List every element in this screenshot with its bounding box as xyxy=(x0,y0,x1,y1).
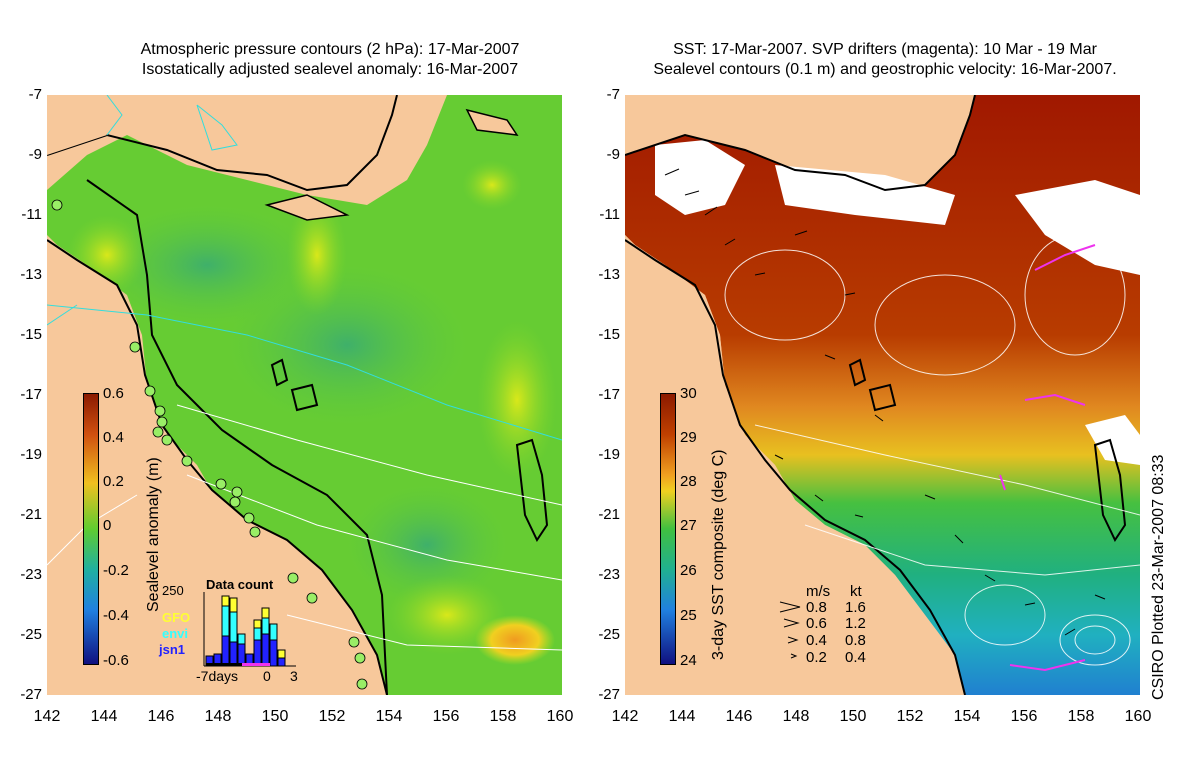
colorbar-tick: 27 xyxy=(680,517,697,534)
colorbar-tick: 26 xyxy=(680,562,697,579)
y-tick: -19 xyxy=(20,446,42,463)
y-tick: -23 xyxy=(598,566,620,583)
x-tick: 158 xyxy=(489,708,517,725)
x-tick: 144 xyxy=(668,708,696,725)
x-tick: 150 xyxy=(839,708,867,725)
velocity-arrows xyxy=(779,601,801,659)
sst-colorbar-title: 3-day SST composite (deg C) xyxy=(710,449,727,660)
y-tick: -27 xyxy=(20,686,42,703)
x-tick: 156 xyxy=(1010,708,1038,725)
colorbar-tick: 25 xyxy=(680,607,697,624)
x-tick: 146 xyxy=(725,708,753,725)
y-tick: -21 xyxy=(598,506,620,523)
sealevel-anomaly-map xyxy=(47,95,562,695)
x-tick: 144 xyxy=(90,708,118,725)
left-title-line1: Atmospheric pressure contours (2 hPa): 1… xyxy=(140,41,520,58)
x-tick: 148 xyxy=(782,708,810,725)
legend-gfo: GFO xyxy=(162,610,191,625)
y-tick: -13 xyxy=(598,266,620,283)
colorbar-tick: 24 xyxy=(680,652,697,669)
y-tick: -25 xyxy=(598,626,620,643)
y-tick: -19 xyxy=(598,446,620,463)
x-tick: 160 xyxy=(1124,708,1152,725)
x-tick: 146 xyxy=(147,708,175,725)
y-tick: -23 xyxy=(20,566,42,583)
legend-envi: envi xyxy=(162,626,189,641)
y-tick: -25 xyxy=(20,626,42,643)
y-tick: -17 xyxy=(598,386,620,403)
inset-x-end: 3 xyxy=(290,668,298,684)
legend-jsn1: jsn1 xyxy=(159,642,186,657)
colorbar-tick: 0.6 xyxy=(103,385,124,402)
inset-y-max: 250 xyxy=(162,583,184,598)
left-map-title: Atmospheric pressure contours (2 hPa): 1… xyxy=(60,40,600,80)
colorbar-tick: 30 xyxy=(680,385,697,402)
inset-x-zero: 0 xyxy=(263,668,271,684)
sealevel-colorbar-title: Sealevel anomaly (m) xyxy=(145,457,162,612)
inset-x-start: -7days xyxy=(196,668,239,684)
x-tick: 160 xyxy=(546,708,574,725)
x-tick: 152 xyxy=(318,708,346,725)
sst-colorbar xyxy=(660,393,676,665)
y-tick: -15 xyxy=(20,326,42,343)
x-tick: 158 xyxy=(1067,708,1095,725)
right-title-line1: SST: 17-Mar-2007. SVP drifters (magenta)… xyxy=(673,41,1097,58)
x-tick: 142 xyxy=(611,708,639,725)
colorbar-tick: 29 xyxy=(680,429,697,446)
x-tick: 156 xyxy=(432,708,460,725)
sst-map xyxy=(625,95,1140,695)
velocity-header-ms: m/s xyxy=(806,583,831,600)
y-tick: -9 xyxy=(606,146,620,163)
velocity-kt: 0.8 xyxy=(845,632,866,649)
right-map-title: SST: 17-Mar-2007. SVP drifters (magenta)… xyxy=(600,40,1170,80)
velocity-kt: 1.2 xyxy=(845,615,866,632)
colorbar-tick: -0.2 xyxy=(103,562,129,579)
x-tick: 142 xyxy=(33,708,61,725)
inset-title: Data count xyxy=(206,577,274,592)
velocity-kt: 1.6 xyxy=(845,599,866,616)
colorbar-tick: 0.4 xyxy=(103,429,124,446)
colorbar-tick: 28 xyxy=(680,473,697,490)
colorbar-tick: -0.6 xyxy=(103,652,129,669)
velocity-ms: 0.6 xyxy=(806,615,827,632)
x-tick: 150 xyxy=(261,708,289,725)
y-tick: -7 xyxy=(606,86,620,103)
y-tick: -15 xyxy=(598,326,620,343)
right-title-line2: Sealevel contours (0.1 m) and geostrophi… xyxy=(653,61,1117,78)
colorbar-tick: -0.4 xyxy=(103,607,129,624)
x-tick: 154 xyxy=(953,708,981,725)
y-tick: -11 xyxy=(599,206,620,223)
x-tick: 154 xyxy=(375,708,403,725)
x-tick: 148 xyxy=(204,708,232,725)
left-title-line2: Isostatically adjusted sealevel anomaly:… xyxy=(141,61,519,78)
sealevel-colorbar xyxy=(83,393,99,665)
velocity-ms: 0.4 xyxy=(806,632,827,649)
sst-map-graphic xyxy=(625,95,1140,695)
colorbar-tick: 0 xyxy=(103,517,112,534)
velocity-header-kt: kt xyxy=(850,583,862,600)
velocity-ms: 0.8 xyxy=(806,599,827,616)
y-tick: -7 xyxy=(28,86,42,103)
y-tick: -17 xyxy=(20,386,42,403)
y-tick: -9 xyxy=(28,146,42,163)
plotted-timestamp: CSIRO Plotted 23-Mar-2007 08:33 xyxy=(1150,454,1167,700)
y-tick: -27 xyxy=(598,686,620,703)
velocity-kt: 0.4 xyxy=(845,649,866,666)
x-tick: 152 xyxy=(896,708,924,725)
velocity-ms: 0.2 xyxy=(806,649,827,666)
colorbar-tick: 0.2 xyxy=(103,473,124,490)
y-tick: -11 xyxy=(21,206,42,223)
data-count-histogram xyxy=(203,592,296,667)
sealevel-map-graphic xyxy=(47,95,562,695)
y-tick: -21 xyxy=(20,506,42,523)
y-tick: -13 xyxy=(20,266,42,283)
